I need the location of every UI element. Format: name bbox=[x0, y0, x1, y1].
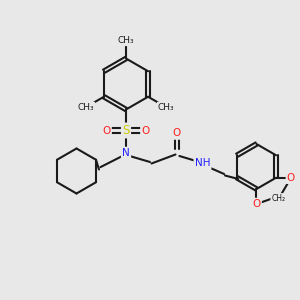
Text: CH₃: CH₃ bbox=[158, 103, 175, 112]
Text: O: O bbox=[287, 173, 295, 183]
Text: CH₂: CH₂ bbox=[271, 194, 285, 203]
Text: NH: NH bbox=[195, 158, 210, 169]
Text: S: S bbox=[122, 124, 130, 137]
Text: CH₃: CH₃ bbox=[77, 103, 94, 112]
Text: CH₃: CH₃ bbox=[118, 36, 134, 45]
Text: N: N bbox=[122, 148, 130, 158]
Text: O: O bbox=[252, 199, 261, 209]
Text: O: O bbox=[141, 125, 150, 136]
Text: O: O bbox=[173, 128, 181, 139]
Text: O: O bbox=[102, 125, 111, 136]
